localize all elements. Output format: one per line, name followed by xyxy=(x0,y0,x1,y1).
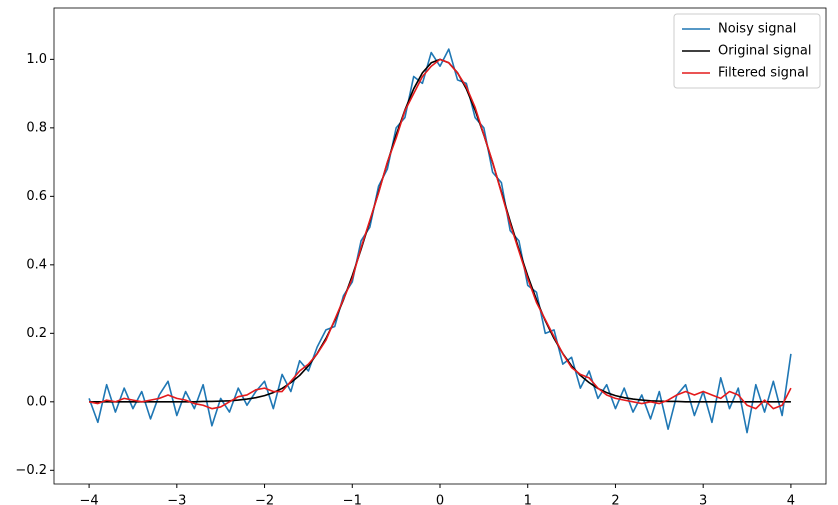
legend-label: Noisy signal xyxy=(718,22,796,37)
y-tick-label: 0.6 xyxy=(26,189,47,204)
x-tick-label: −3 xyxy=(167,494,186,505)
x-tick-label: 1 xyxy=(524,494,532,505)
x-tick-label: 4 xyxy=(787,494,795,505)
legend-label: Original signal xyxy=(718,44,811,59)
x-tick-label: 3 xyxy=(699,494,707,505)
y-tick-label: 0.4 xyxy=(26,257,47,272)
x-tick-label: −1 xyxy=(343,494,362,505)
x-tick-label: −4 xyxy=(80,494,99,505)
plot-frame xyxy=(53,7,827,485)
y-tick-label: 0.0 xyxy=(26,394,47,409)
y-tick-label: 0.2 xyxy=(26,326,47,341)
y-tick-label: 0.8 xyxy=(26,120,47,135)
series-line xyxy=(89,58,791,403)
y-tick-label: 1.0 xyxy=(26,52,47,67)
x-tick-label: 2 xyxy=(611,494,619,505)
legend-label: Filtered signal xyxy=(718,66,809,81)
series-line xyxy=(88,48,792,434)
legend-box xyxy=(673,13,821,89)
x-tick-label: −2 xyxy=(255,494,274,505)
x-tick-label: 0 xyxy=(436,494,444,505)
y-tick-label: −0.2 xyxy=(15,463,47,478)
series-line xyxy=(88,58,792,410)
